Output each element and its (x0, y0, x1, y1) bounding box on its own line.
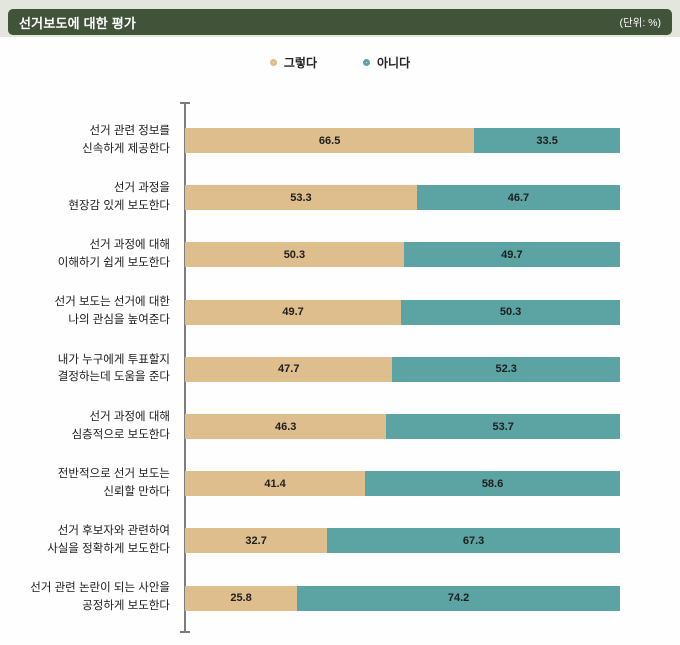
stacked-bar: 50.3 49.7 (185, 242, 620, 268)
bar-segment-no: 53.7 (386, 414, 620, 440)
stacked-bar: 47.7 52.3 (185, 356, 620, 382)
bar-segment-yes: 32.7 (185, 528, 328, 554)
page-title: 선거보도에 대한 평가 (19, 15, 137, 31)
value-label: 66.5 (318, 134, 341, 147)
bar-segment-yes: 49.7 (185, 299, 402, 325)
value-label: 25.8 (230, 592, 252, 605)
bar-segment-no: 50.3 (401, 299, 620, 325)
bar-segment-no: 46.7 (416, 185, 620, 211)
stacked-bar-chart: 선거 관련 정보를 신속하게 제공한다 66.5 33.5 선거 과정을 현장감 있게… (0, 100, 680, 640)
legend-item-no: 아니다 (363, 54, 410, 71)
category-label: 선거 후보자와 관련하여 사실을 정확하게 보도한다 (47, 525, 170, 555)
value-label: 67.3 (462, 534, 485, 547)
bar-segment-no: 33.5 (474, 128, 620, 154)
chart-row: 선거 후보자와 관련하여 사실을 정확하게 보도한다 32.7 67.3 (0, 512, 680, 569)
chart-row: 내가 누구에게 투표할지 결정하는데 도움을 준다 47.7 52.3 (0, 341, 680, 398)
stacked-bar: 49.7 50.3 (185, 299, 620, 325)
chart-row: 전반적으로 선거 보도는 신뢰할 만하다 41.4 58.6 (0, 455, 680, 512)
chart-row: 선거 보도는 선거에 대한 나의 관심을 높여준다 49.7 50.3 (0, 284, 680, 341)
value-label: 46.3 (274, 420, 297, 433)
y-axis-line (184, 103, 186, 633)
stacked-bar: 46.3 53.7 (185, 414, 620, 440)
value-label: 49.7 (282, 306, 304, 319)
value-label: 32.7 (245, 534, 267, 547)
chart-row: 선거 과정에 대해 심층적으로 보도한다 46.3 53.7 (0, 398, 680, 455)
legend-item-yes: 그렇다 (269, 54, 317, 71)
stacked-bar: 41.4 58.6 (185, 471, 620, 497)
bar-segment-yes: 46.3 (185, 414, 387, 440)
value-label: 49.7 (501, 248, 523, 261)
bar-segment-no: 52.3 (392, 356, 620, 382)
stacked-bar: 25.8 74.2 (185, 585, 620, 611)
bar-segment-no: 67.3 (327, 528, 620, 554)
category-label: 선거 관련 정보를 신속하게 제공한다 (82, 124, 170, 155)
stacked-bar: 53.3 46.7 (185, 185, 620, 211)
bar-segment-yes: 41.4 (185, 471, 366, 497)
value-label: 53.3 (290, 191, 312, 204)
bar-segment-yes: 50.3 (185, 242, 404, 268)
chart-header-bar: 선거보도에 대한 평가 (단위: %) (8, 9, 672, 35)
axis-bottom-cap (180, 631, 190, 633)
value-label: 52.3 (495, 363, 517, 376)
value-label: 58.6 (481, 477, 504, 490)
chart-row: 선거 과정에 대해 이해하기 쉽게 보도한다 50.3 49.7 (0, 226, 680, 283)
category-label: 선거 보도는 선거에 대한 나의 관심을 높여준다 (54, 296, 170, 327)
legend-label-no: 아니다 (377, 56, 411, 70)
ring-marker-icon (363, 59, 370, 66)
legend-label-yes: 그렇다 (283, 56, 317, 70)
category-label: 내가 누구에게 투표할지 결정하는데 도움을 준다 (57, 353, 170, 384)
bar-segment-no: 58.6 (365, 471, 620, 497)
category-label: 선거 관련 논란이 되는 사안을 공정하게 보도한다 (30, 582, 170, 613)
bar-segment-yes: 53.3 (185, 185, 417, 211)
unit-label: (단위: %) (619, 16, 661, 29)
bar-segment-yes: 66.5 (185, 128, 475, 154)
value-label: 47.7 (278, 363, 300, 376)
category-label: 선거 과정에 대해 심층적으로 보도한다 (71, 410, 170, 441)
ring-marker-icon (269, 59, 277, 66)
chart-row: 선거 관련 논란이 되는 사안을 공정하게 보도한다 25.8 74.2 (0, 570, 680, 627)
value-label: 50.3 (499, 306, 522, 319)
bar-segment-yes: 25.8 (185, 585, 298, 611)
value-label: 74.2 (447, 592, 470, 605)
value-label: 53.7 (492, 420, 514, 433)
bar-segment-no: 49.7 (403, 242, 620, 268)
stacked-bar: 66.5 33.5 (185, 128, 620, 154)
value-label: 33.5 (536, 134, 558, 147)
category-label: 전반적으로 선거 보도는 신뢰할 만하다 (57, 467, 170, 498)
value-label: 50.3 (283, 248, 306, 261)
chart-legend: 그렇다 아니다 (0, 54, 680, 71)
chart-row: 선거 과정을 현장감 있게 보도한다 53.3 46.7 (0, 169, 680, 226)
category-label: 선거 과정에 대해 이해하기 쉽게 보도한다 (57, 239, 170, 269)
bar-segment-no: 74.2 (297, 585, 620, 611)
value-label: 46.7 (507, 191, 530, 204)
chart-row: 선거 관련 정보를 신속하게 제공한다 66.5 33.5 (0, 112, 680, 169)
value-label: 41.4 (264, 477, 286, 490)
chart-rows: 선거 관련 정보를 신속하게 제공한다 66.5 33.5 선거 과정을 현장감 있게… (0, 112, 680, 627)
category-label: 선거 과정을 현장감 있게 보도한다 (68, 181, 170, 212)
bar-segment-yes: 47.7 (185, 356, 393, 382)
stacked-bar: 32.7 67.3 (185, 528, 620, 554)
